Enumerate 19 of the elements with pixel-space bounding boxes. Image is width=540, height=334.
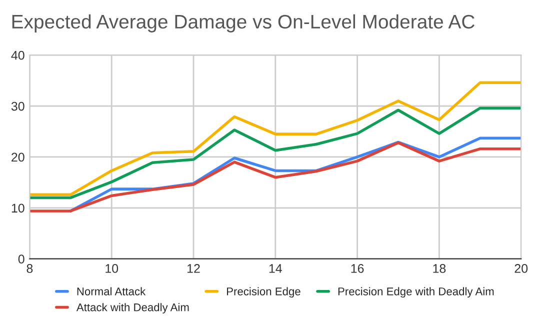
legend-label: Normal Attack [77, 287, 146, 296]
x-tick-label: 12 [188, 264, 200, 273]
x-tick-label: 16 [351, 264, 364, 273]
legend-label: Precision Edge [227, 287, 300, 298]
chart-title: Expected Average Damage vs On-Level Moderate AC [12, 14, 474, 32]
legend-label: Attack with Deadly Aim [76, 303, 189, 314]
x-tick-label: 20 [514, 264, 528, 273]
line-series [30, 81, 522, 196]
y-tick-label: 0 [18, 254, 24, 264]
x-tick-label: 18 [433, 264, 446, 273]
y-tick-label: 10 [12, 204, 24, 213]
line-series [30, 106, 522, 200]
y-tick-label: 40 [11, 50, 24, 60]
y-tick-label: 20 [12, 152, 24, 162]
y-tick-label: 30 [11, 102, 24, 111]
x-tick-label: 14 [269, 264, 282, 273]
x-tick-label: 10 [106, 264, 118, 273]
x-tick-label: 8 [26, 264, 33, 273]
legend-label: Precision Edge with Deadly Aim [338, 287, 494, 298]
